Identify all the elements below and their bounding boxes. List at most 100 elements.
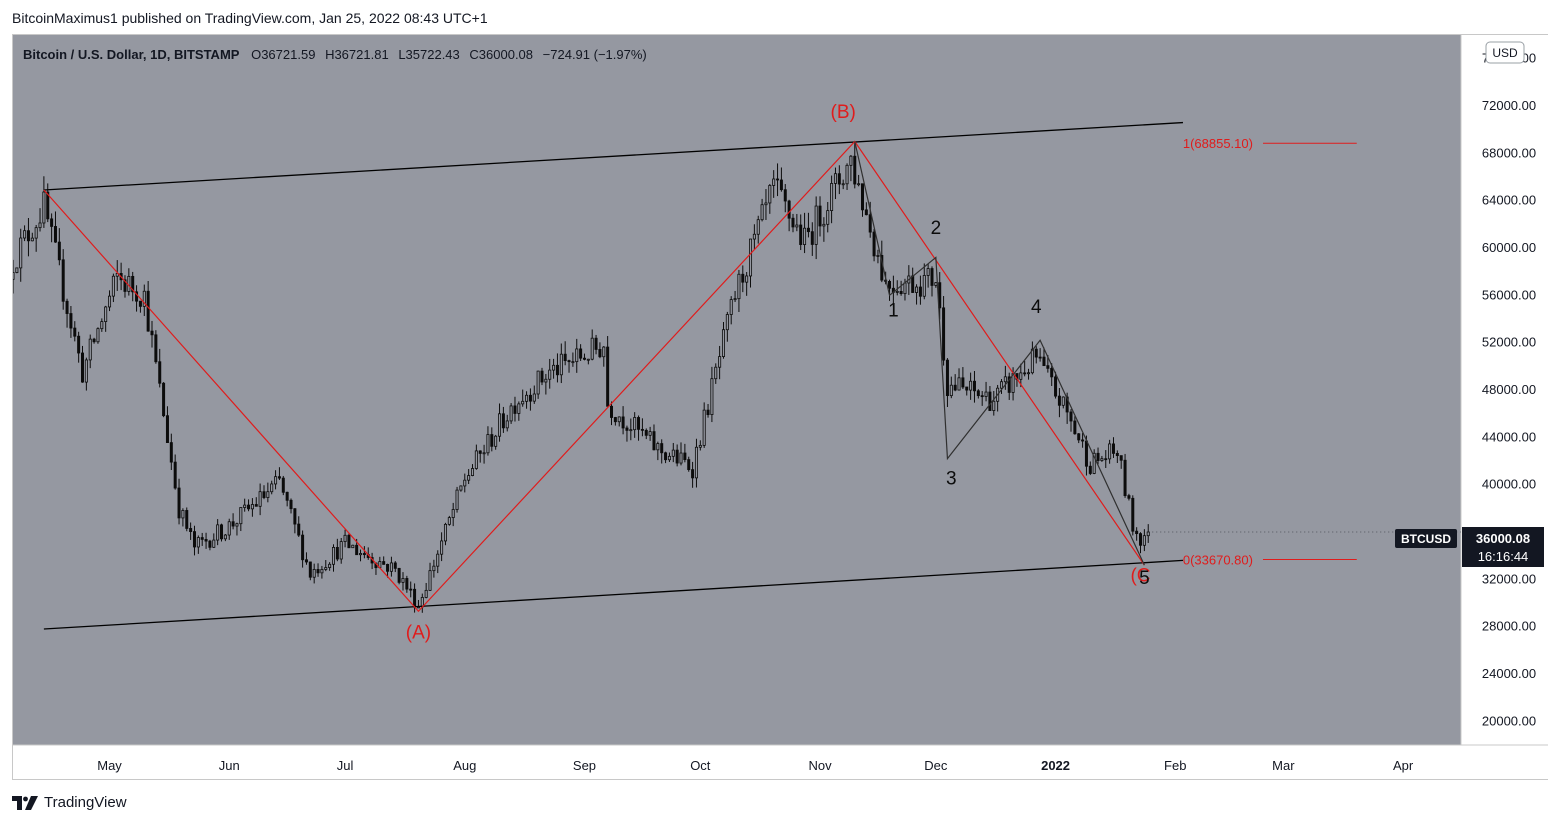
candle-body bbox=[1054, 376, 1058, 397]
candle-body bbox=[1111, 443, 1115, 454]
candle-body bbox=[46, 191, 50, 220]
candle-body bbox=[590, 337, 594, 360]
candle-body bbox=[548, 369, 552, 380]
candle-body bbox=[803, 227, 807, 245]
candle-body bbox=[165, 415, 169, 443]
candle-body bbox=[644, 429, 648, 436]
candle-body bbox=[868, 214, 872, 233]
candle-body bbox=[683, 452, 687, 461]
overlays-layer: 1(68855.10) 0(33670.80) (A) (B) (C 1 2 3 4 5 bbox=[43, 102, 1461, 644]
candle-body bbox=[1003, 376, 1007, 383]
candle-body bbox=[656, 443, 660, 451]
candle-body bbox=[470, 468, 474, 476]
price-tag-box bbox=[1462, 527, 1544, 567]
candle-body bbox=[297, 523, 301, 536]
candle-body bbox=[625, 427, 629, 431]
candle-body bbox=[208, 540, 212, 548]
price-axis[interactable] bbox=[1461, 35, 1548, 745]
candle-body bbox=[393, 562, 397, 569]
candle-body bbox=[223, 534, 227, 540]
candle-body bbox=[1131, 497, 1135, 532]
candle-body bbox=[38, 222, 42, 229]
candle-body bbox=[945, 359, 949, 397]
candle-body bbox=[239, 507, 243, 525]
candle-body bbox=[598, 349, 602, 358]
candle-body bbox=[559, 353, 563, 376]
candle-body bbox=[293, 508, 297, 525]
y-tick-label: 48000.00 bbox=[1482, 382, 1536, 397]
candle-body bbox=[729, 299, 733, 315]
candle-body bbox=[69, 313, 73, 329]
candle-body bbox=[146, 290, 150, 332]
candle-body bbox=[216, 524, 220, 541]
candle-body bbox=[555, 364, 559, 376]
candle-body bbox=[463, 479, 467, 487]
candle-body bbox=[301, 534, 305, 561]
candle-body bbox=[274, 476, 278, 485]
candle-body bbox=[235, 523, 239, 527]
candle-body bbox=[648, 431, 652, 436]
candle-body bbox=[1019, 372, 1023, 380]
candle-body bbox=[579, 348, 583, 359]
legend-close-label: C bbox=[469, 47, 478, 62]
legend-low-label: L bbox=[398, 47, 405, 62]
x-tick-label: May bbox=[97, 758, 122, 773]
candle-body bbox=[1050, 367, 1054, 378]
x-tick-label: Aug bbox=[453, 758, 476, 773]
plot-area[interactable] bbox=[13, 35, 1461, 745]
candle-body bbox=[1108, 443, 1112, 460]
candle-body bbox=[154, 334, 158, 363]
candle-body bbox=[594, 337, 598, 350]
candle-body bbox=[277, 476, 281, 479]
candle-body bbox=[61, 259, 65, 302]
candle-body bbox=[698, 444, 702, 448]
y-tick-label: 60000.00 bbox=[1482, 240, 1536, 255]
y-tick-label: 20000.00 bbox=[1482, 713, 1536, 728]
fib-level-label: 0(33670.80) bbox=[1183, 553, 1253, 568]
candle-body bbox=[903, 282, 907, 295]
fib-level-label: 1(68855.10) bbox=[1183, 136, 1253, 151]
candle-body bbox=[474, 450, 478, 469]
candle-body bbox=[895, 290, 899, 293]
candle-body bbox=[687, 459, 691, 471]
candle-body bbox=[930, 268, 934, 286]
x-tick-label: Oct bbox=[690, 758, 711, 773]
candle-body bbox=[961, 377, 965, 388]
candle-body bbox=[1038, 356, 1042, 359]
candle-body bbox=[1123, 459, 1127, 497]
candle-body bbox=[610, 405, 614, 418]
candle-body bbox=[432, 565, 436, 572]
candle-body bbox=[131, 275, 135, 293]
candle-body bbox=[660, 443, 664, 454]
candle-body bbox=[1115, 452, 1119, 457]
price-chart[interactable]: 1(68855.10) 0(33670.80) (A) (B) (C 1 2 3 4 5 2000… bbox=[13, 35, 1548, 779]
candle-body bbox=[13, 272, 15, 280]
candle-body bbox=[1069, 411, 1073, 422]
candle-body bbox=[633, 417, 637, 431]
wave-label: 1 bbox=[888, 301, 899, 322]
candle-body bbox=[1061, 396, 1065, 406]
candle-body bbox=[934, 282, 938, 286]
candle-body bbox=[1088, 465, 1092, 474]
candle-body bbox=[536, 370, 540, 395]
candle-body bbox=[876, 255, 880, 257]
candle-body bbox=[760, 204, 764, 221]
candle-body bbox=[335, 547, 339, 560]
candle-body bbox=[1142, 535, 1146, 546]
candle-body bbox=[30, 237, 34, 242]
candle-body bbox=[181, 510, 185, 519]
footer: TradingView bbox=[12, 794, 127, 811]
candle-body bbox=[351, 544, 355, 549]
candle-body bbox=[718, 356, 722, 368]
candle-body bbox=[1127, 495, 1131, 499]
candle-body bbox=[494, 435, 498, 447]
candle-body bbox=[324, 567, 328, 570]
candle-body bbox=[733, 298, 737, 301]
time-axis[interactable] bbox=[13, 745, 1548, 779]
candle-body bbox=[104, 306, 108, 323]
currency-badge[interactable]: USD bbox=[1485, 41, 1525, 64]
candle-body bbox=[212, 539, 216, 548]
candle-body bbox=[1119, 455, 1123, 461]
candle-body bbox=[436, 553, 440, 567]
candle-body bbox=[810, 231, 814, 245]
